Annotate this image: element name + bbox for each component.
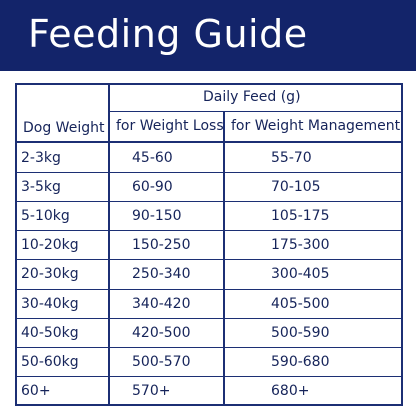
row-divider [15,201,403,203]
cell-weight-management: 405-500 [271,295,330,312]
cell-weight-loss: 90-150 [132,208,182,225]
row-divider [15,259,403,261]
row-divider [15,288,403,290]
column-header-weight-management: for Weight Management [231,118,401,134]
header-rule [15,141,403,143]
cell-weight-loss: 420-500 [132,324,191,341]
cell-weight-management: 590-680 [271,353,330,370]
column-divider-2 [223,112,225,406]
table-border-left [15,83,17,406]
row-divider [15,172,403,174]
cell-dog-weight: 60+ [21,382,51,399]
row-divider [15,230,403,232]
cell-weight-loss: 250-340 [132,266,191,283]
table-border-right [401,83,403,406]
cell-weight-loss: 500-570 [132,353,191,370]
row-divider [15,375,403,377]
row-divider [15,317,403,319]
page-title: Feeding Guide [28,12,308,56]
row-divider [15,346,403,348]
cell-weight-loss: 150-250 [132,237,191,254]
cell-dog-weight: 20-30kg [21,266,79,283]
cell-dog-weight: 3-5kg [21,179,61,196]
cell-weight-management: 500-590 [271,324,330,341]
cell-dog-weight: 50-60kg [21,353,79,370]
cell-dog-weight: 5-10kg [21,208,70,225]
cell-dog-weight: 10-20kg [21,237,79,254]
cell-weight-loss: 340-420 [132,295,191,312]
cell-weight-management: 175-300 [271,237,330,254]
cell-dog-weight: 2-3kg [21,150,61,166]
cell-dog-weight: 40-50kg [21,324,79,341]
column-header-weight-loss: for Weight Loss [116,118,224,134]
column-divider-1 [108,83,110,406]
cell-weight-loss: 570+ [132,382,171,399]
table-border-bottom [15,404,403,406]
cell-weight-management: 70-105 [271,179,321,196]
feeding-table: Daily Feed (g) Dog Weight for Weight Los… [15,83,403,406]
column-header-dog-weight: Dog Weight [23,120,105,136]
cell-weight-management: 300-405 [271,266,330,283]
group-header-daily-feed: Daily Feed (g) [203,89,301,105]
cell-weight-loss: 45-60 [132,150,173,166]
title-banner: Feeding Guide [0,0,416,71]
table-border-top [15,83,403,85]
cell-weight-loss: 60-90 [132,179,173,196]
cell-weight-management: 55-70 [271,150,312,166]
group-header-rule [108,111,403,112]
cell-dog-weight: 30-40kg [21,295,79,312]
cell-weight-management: 105-175 [271,208,330,225]
cell-weight-management: 680+ [271,382,310,399]
